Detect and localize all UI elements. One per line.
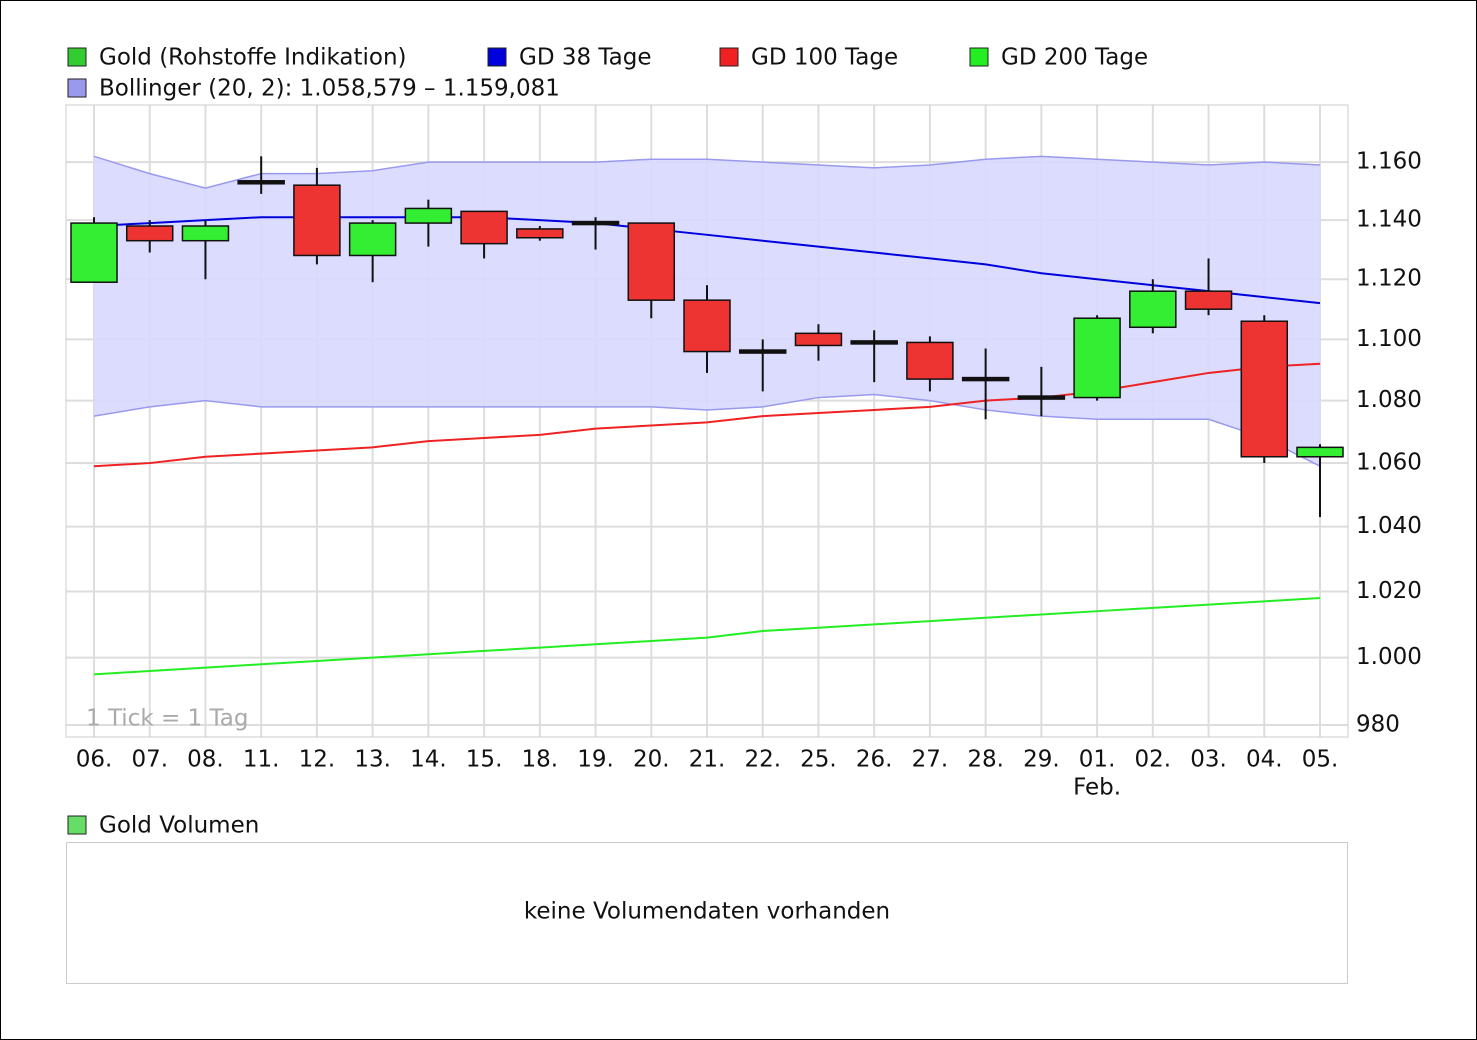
candle-body [961,376,1010,382]
candle-body [70,222,118,283]
x-tick-label: 13. [354,747,391,773]
x-tick-label: 04. [1246,747,1283,773]
x-tick-label: 25. [800,747,837,773]
x-tick-label: 12. [299,747,336,773]
x-tick-label: 28. [967,747,1004,773]
y-tick-label: 1.060 [1356,450,1422,476]
legend-label: GD 100 Tage [751,45,898,71]
legend-label: Gold (Rohstoffe Indikation) [99,45,407,71]
candle-body [125,225,174,242]
x-tick-label: 22. [744,747,781,773]
legend: Gold (Rohstoffe Indikation) GD 38 Tage GD … [67,45,1148,102]
y-tick-label: 1.100 [1356,326,1422,352]
legend-label: Bollinger (20, 2): 1.058,579 – 1.159,081 [99,76,560,102]
candle-body [627,222,676,301]
volume-legend-swatch [67,815,87,835]
volume-panel [66,842,1348,984]
x-tick-label: 20. [633,747,670,773]
candles [70,156,1344,518]
legend-swatch [719,47,739,67]
x-tick-label: 01. [1079,747,1116,773]
candle-body [293,184,341,257]
x-tick-label: 19. [577,747,614,773]
candle-body [404,207,453,224]
candle-body [1073,317,1121,399]
candle-body [1017,395,1066,400]
candle-body [348,222,397,257]
x-tick-label: 02. [1135,747,1172,773]
y-tick-label: 980 [1356,712,1400,738]
legend-swatch [969,47,989,67]
y-tick-label: 1.160 [1356,149,1422,175]
y-tick-label: 1.120 [1356,266,1422,292]
x-tick-label: 21. [689,747,726,773]
x-tick-label: 07. [131,747,168,773]
x-tick-label: 03. [1190,747,1227,773]
y-tick-label: 1.140 [1356,207,1422,233]
y-tick-label: 1.020 [1356,578,1422,604]
candle-body [571,220,620,226]
plot-border [65,104,1349,738]
x-tick-label: 29. [1023,747,1060,773]
axis: 980 1.000 1.020 1.040 1.060 1.080 1.100 1.120 1.… [76,149,1422,801]
candle-body [738,349,787,354]
x-tick-label: 26. [856,747,893,773]
legend-swatch [67,78,87,98]
note: 1 Tick = 1 Tag [86,706,248,732]
x-tick-label: 27. [912,747,949,773]
legend-swatch [487,47,507,67]
y-tick-label: 1.000 [1356,644,1422,670]
volume-title: Gold Volumen [99,813,259,839]
x-sublabel: Feb. [1073,775,1121,801]
candle-body [794,332,843,347]
candle-body [237,180,285,185]
x-tick-label: 15. [466,747,503,773]
candle-body [1240,320,1289,458]
candle-body [1129,290,1177,329]
x-tick-label: 06. [76,747,113,773]
legend-swatch [67,47,87,67]
ma-line [93,597,1321,676]
candle-body [906,341,954,380]
band-lower [93,393,1321,467]
x-tick-label: 05. [1302,747,1339,773]
candle-body [850,340,898,345]
y-tick-label: 1.040 [1356,513,1422,539]
x-tick-label: 08. [187,747,224,773]
legend-label: GD 200 Tage [1001,45,1148,71]
x-tick-label: 18. [522,747,559,773]
candle-body [1296,446,1344,458]
candle-body [1184,290,1233,310]
y-tick-label: 1.080 [1356,387,1422,413]
band-upper [93,155,1321,189]
candle-body [460,210,508,245]
candle-body [683,299,731,353]
candle-body [181,225,230,242]
x-tick-label: 11. [243,747,280,773]
x-tick-label: 14. [410,747,447,773]
candle-body [516,228,564,239]
legend-label: GD 38 Tage [519,45,652,71]
volume-message: keine Volumendaten vorhanden [524,899,890,925]
